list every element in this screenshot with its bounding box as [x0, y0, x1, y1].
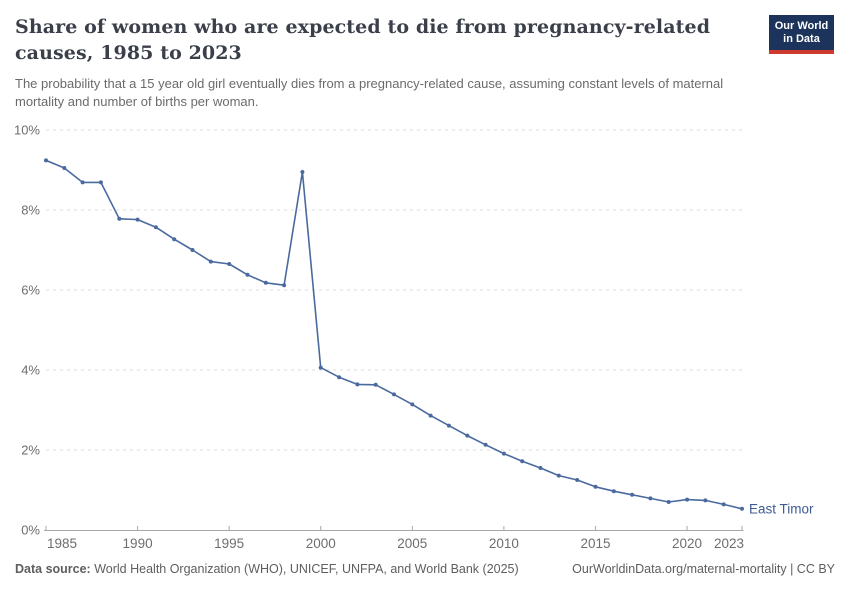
data-point[interactable]: [62, 166, 67, 170]
data-point[interactable]: [630, 492, 635, 497]
data-point[interactable]: [648, 496, 653, 501]
data-point[interactable]: [465, 433, 470, 438]
data-point[interactable]: [520, 459, 525, 464]
x-tick-label: 1995: [214, 536, 244, 551]
data-point[interactable]: [721, 502, 726, 507]
data-point[interactable]: [355, 382, 360, 387]
data-point[interactable]: [410, 402, 415, 407]
data-point[interactable]: [428, 413, 433, 418]
data-source-label: Data source:: [15, 562, 91, 576]
x-tick-label: 1985: [47, 536, 77, 551]
data-point[interactable]: [501, 451, 506, 456]
data-point[interactable]: [373, 382, 378, 387]
data-point[interactable]: [135, 217, 140, 222]
x-tick-label: 2000: [306, 536, 336, 551]
y-tick-label: 4%: [21, 363, 40, 378]
y-tick-label: 10%: [14, 123, 40, 138]
y-tick-label: 0%: [21, 523, 40, 538]
x-tick-label: 2023: [714, 536, 744, 551]
owid-credit-link[interactable]: OurWorldinData.org/maternal-mortality | …: [572, 562, 835, 576]
y-tick-label: 2%: [21, 443, 40, 458]
data-point[interactable]: [227, 262, 232, 266]
data-series-line[interactable]: [45, 159, 743, 510]
owid-logo[interactable]: Our World in Data: [769, 15, 834, 54]
data-point[interactable]: [611, 489, 616, 494]
data-point[interactable]: [245, 272, 250, 277]
chart-subtitle: The probability that a 15 year old girl …: [15, 76, 724, 109]
data-point[interactable]: [483, 442, 488, 447]
data-point[interactable]: [538, 466, 543, 470]
data-point[interactable]: [556, 473, 561, 478]
chart-footer: Data source: World Health Organization (…: [15, 562, 835, 576]
data-source-text: World Health Organization (WHO), UNICEF,…: [94, 562, 519, 576]
data-point[interactable]: [263, 280, 268, 285]
chart-title-line-1: Share of women who are expected to die f…: [15, 16, 711, 38]
y-tick-label: 8%: [21, 203, 40, 218]
data-point[interactable]: [80, 180, 85, 185]
data-point[interactable]: [98, 180, 103, 185]
data-point[interactable]: [300, 170, 305, 174]
data-source: Data source: World Health Organization (…: [15, 562, 519, 576]
data-point[interactable]: [446, 423, 451, 428]
x-tick-label: 2015: [580, 536, 610, 551]
data-point[interactable]: [337, 375, 342, 380]
x-tick-label: 1990: [123, 536, 153, 551]
owid-logo-line-2: in Data: [783, 33, 820, 45]
data-point[interactable]: [685, 497, 690, 502]
y-tick-label: 6%: [21, 283, 40, 298]
data-point[interactable]: [318, 365, 323, 370]
data-point[interactable]: [666, 500, 671, 504]
data-point[interactable]: [153, 225, 158, 230]
chart-header: Share of women who are expected to die f…: [15, 14, 765, 111]
data-point[interactable]: [208, 259, 213, 264]
data-point[interactable]: [593, 484, 598, 489]
data-point[interactable]: [282, 283, 287, 288]
data-point[interactable]: [117, 216, 122, 221]
data-point[interactable]: [172, 237, 177, 242]
data-point[interactable]: [740, 506, 744, 511]
x-tick-label: 2010: [489, 536, 519, 551]
chart-title: Share of women who are expected to die f…: [15, 14, 765, 66]
series-end-label[interactable]: East Timor: [749, 501, 814, 516]
x-tick-label: 2005: [397, 536, 427, 551]
owid-logo-line-1: Our World: [774, 20, 829, 32]
x-tick-label: 2020: [672, 536, 702, 551]
data-point[interactable]: [190, 248, 195, 252]
data-point[interactable]: [392, 392, 396, 397]
data-point[interactable]: [44, 158, 48, 163]
data-point[interactable]: [703, 498, 708, 503]
data-point[interactable]: [575, 478, 580, 482]
chart-title-line-2: causes, 1985 to 2023: [15, 42, 242, 64]
